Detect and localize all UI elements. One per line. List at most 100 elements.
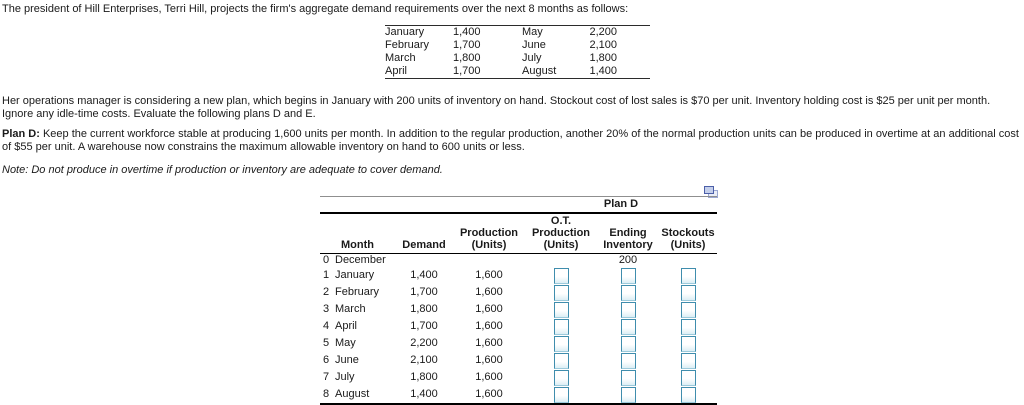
- ending-inventory-input[interactable]: [620, 318, 636, 335]
- col-header-ot-production: O.T. Production (Units): [525, 213, 597, 254]
- stockouts-cell: [659, 335, 717, 352]
- ot-production-cell: [525, 284, 597, 301]
- ot-production-input[interactable]: [553, 318, 569, 335]
- ot-production-cell: [525, 386, 597, 404]
- table-row-june: 6 June 2,100 1,600: [320, 352, 717, 369]
- table-row-august: 8 August 1,400 1,600: [320, 386, 718, 404]
- row-index: 3: [323, 303, 330, 315]
- month-cell: 4 April: [320, 318, 395, 335]
- ending-inventory-input[interactable]: [620, 386, 636, 403]
- ot-production-cell: [525, 352, 597, 369]
- demand-row: January 1,400 May 2,200: [385, 26, 650, 40]
- stockouts-input[interactable]: [680, 318, 696, 335]
- plan-span-header-row: Plan D: [320, 196, 718, 214]
- month-cell: 8 August: [320, 386, 395, 404]
- note-text: Note: Do not produce in overtime if prod…: [2, 164, 443, 176]
- col-header-ending-inventory: Ending Inventory: [597, 213, 659, 254]
- row-index: 7: [323, 371, 330, 383]
- problem-intro-text: The president of Hill Enterprises, Terri…: [2, 3, 629, 15]
- month-name: August: [335, 388, 370, 400]
- column-header-row: Month Demand Production (Units) O.T. Pro…: [320, 213, 718, 254]
- table-row-january: 1 January 1,400 1,600: [320, 267, 717, 284]
- col-header-production: Production (Units): [453, 213, 525, 254]
- ot-production-input[interactable]: [553, 301, 569, 318]
- ot-production-input[interactable]: [553, 369, 569, 386]
- month-label: August: [522, 65, 557, 77]
- ot-production-input[interactable]: [553, 386, 569, 403]
- demand-value: 2,100: [589, 39, 617, 51]
- ot-production-input[interactable]: [553, 267, 569, 284]
- month-label: January: [385, 26, 425, 38]
- production-cell: 1,600: [475, 388, 503, 400]
- stockouts-input[interactable]: [680, 352, 696, 369]
- demand-value: 1,700: [453, 39, 481, 51]
- ending-inventory-input[interactable]: [620, 335, 636, 352]
- ot-production-cell: [525, 301, 597, 318]
- month-label: June: [522, 39, 546, 51]
- demand-cell: [395, 254, 453, 268]
- production-cell: 1,600: [475, 371, 503, 383]
- month-label: May: [522, 26, 543, 38]
- month-cell: 3 March: [320, 301, 395, 318]
- demand-value: 1,400: [589, 65, 617, 77]
- table-row-may: 5 May 2,200 1,600: [320, 335, 717, 352]
- ending-inventory-cell: [597, 335, 659, 352]
- plan-d-description: Plan D: Keep the current workforce stabl…: [2, 128, 1020, 154]
- demand-row: February 1,700 June 2,100: [385, 39, 650, 52]
- month-name: July: [335, 371, 355, 383]
- demand-cell: 2,100: [410, 354, 438, 366]
- demand-row: March 1,800 July 1,800: [385, 52, 650, 65]
- plan-d-label: Plan D:: [2, 128, 40, 140]
- demand-value: 1,400: [453, 26, 481, 38]
- stockouts-input[interactable]: [680, 335, 696, 352]
- production-cell: 1,600: [475, 337, 503, 349]
- production-cell: 1,600: [475, 286, 503, 298]
- ot-production-input[interactable]: [553, 284, 569, 301]
- production-cell: 1,600: [475, 320, 503, 332]
- demand-value: 1,800: [453, 52, 481, 64]
- table-row-april: 4 April 1,700 1,600: [320, 318, 717, 335]
- ending-inventory-cell: 200: [618, 254, 638, 266]
- month-name: December: [335, 254, 386, 266]
- month-cell: 0 December: [320, 254, 395, 268]
- row-index: 6: [323, 354, 330, 366]
- ending-inventory-input[interactable]: [620, 369, 636, 386]
- stockouts-input[interactable]: [680, 267, 696, 284]
- ot-production-cell: [525, 369, 597, 386]
- ending-inventory-input[interactable]: [620, 352, 636, 369]
- col-header-demand: Demand: [395, 213, 453, 254]
- demand-cell: 1,400: [410, 388, 438, 400]
- ending-inventory-cell: [597, 284, 659, 301]
- col-header-stockouts: Stockouts (Units): [659, 213, 718, 254]
- demand-cell: 1,400: [410, 269, 438, 281]
- ending-inventory-input[interactable]: [620, 284, 636, 301]
- stockouts-input[interactable]: [680, 301, 696, 318]
- demand-cell: 2,200: [410, 337, 438, 349]
- month-cell: 2 February: [320, 284, 395, 301]
- row-index: 8: [323, 388, 330, 400]
- ending-inventory-input[interactable]: [620, 267, 636, 284]
- demand-value: 2,200: [589, 26, 617, 38]
- month-name: March: [335, 303, 366, 315]
- row-index: 2: [323, 286, 330, 298]
- stockouts-cell: [659, 301, 717, 318]
- stockouts-cell: [659, 318, 717, 335]
- ot-production-input[interactable]: [553, 352, 569, 369]
- stockouts-input[interactable]: [680, 284, 696, 301]
- month-name: April: [335, 320, 358, 332]
- ending-inventory-cell: [597, 369, 659, 386]
- row-index: 1: [323, 269, 330, 281]
- popout-icon-front-window: [704, 186, 714, 194]
- row-index: 4: [323, 320, 330, 332]
- ot-production-cell: [525, 335, 597, 352]
- production-cell: [453, 254, 525, 268]
- plan-span-spacer: [320, 196, 525, 214]
- stockouts-input[interactable]: [680, 369, 696, 386]
- stockouts-input[interactable]: [680, 386, 696, 403]
- ot-production-input[interactable]: [553, 335, 569, 352]
- ending-inventory-input[interactable]: [620, 301, 636, 318]
- month-cell: 5 May: [320, 335, 395, 352]
- stockouts-cell: [659, 254, 717, 268]
- stockouts-cell: [659, 352, 717, 369]
- ending-inventory-cell: [597, 352, 659, 369]
